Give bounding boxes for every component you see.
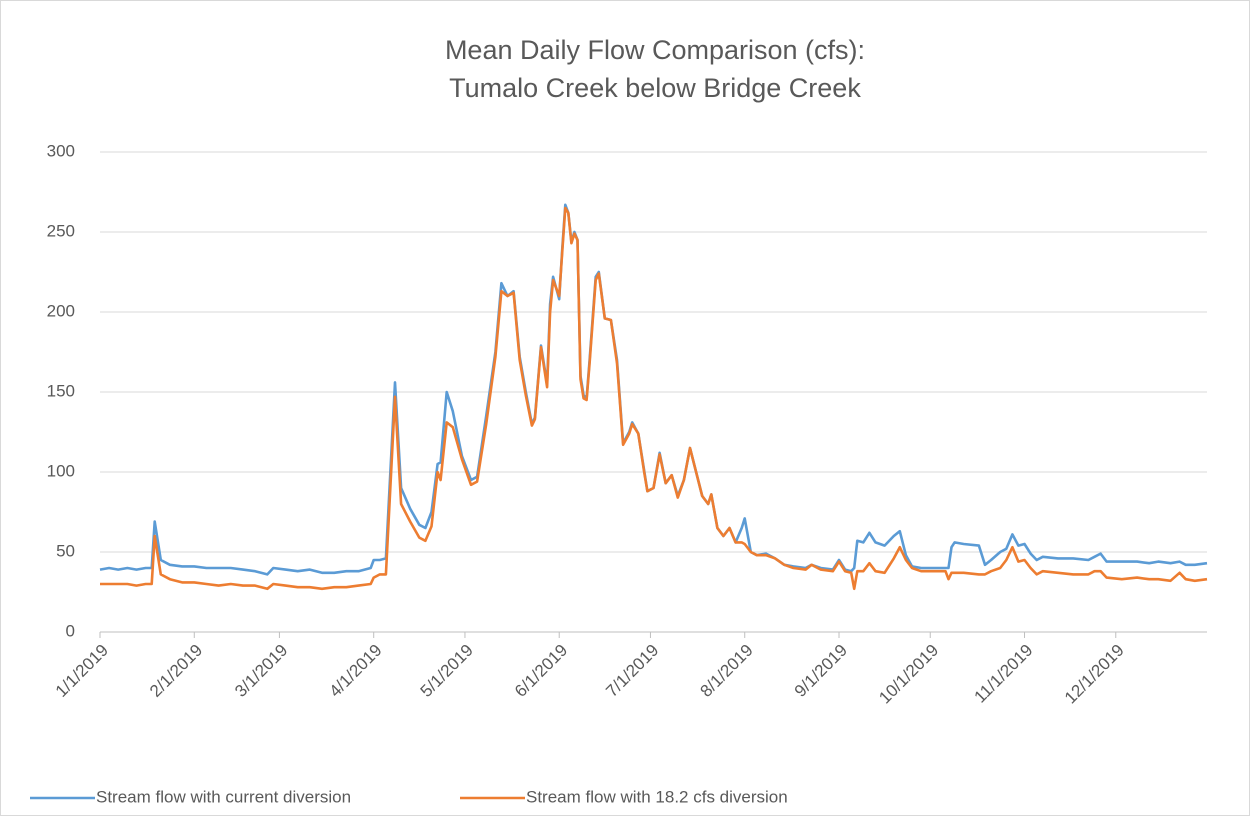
y-tick-label: 250 bbox=[47, 221, 75, 240]
y-tick-label: 150 bbox=[47, 381, 75, 400]
y-tick-label: 0 bbox=[66, 621, 75, 640]
y-tick-label: 100 bbox=[47, 461, 75, 480]
y-tick-label: 300 bbox=[47, 141, 75, 160]
chart-title: Mean Daily Flow Comparison (cfs): bbox=[445, 35, 865, 65]
y-tick-label: 200 bbox=[47, 301, 75, 320]
legend-label: Stream flow with current diversion bbox=[96, 787, 351, 806]
chart-title: Tumalo Creek below Bridge Creek bbox=[449, 73, 861, 103]
legend-label: Stream flow with 18.2 cfs diversion bbox=[526, 787, 788, 806]
y-tick-label: 50 bbox=[56, 541, 75, 560]
series-line bbox=[100, 206, 1208, 591]
